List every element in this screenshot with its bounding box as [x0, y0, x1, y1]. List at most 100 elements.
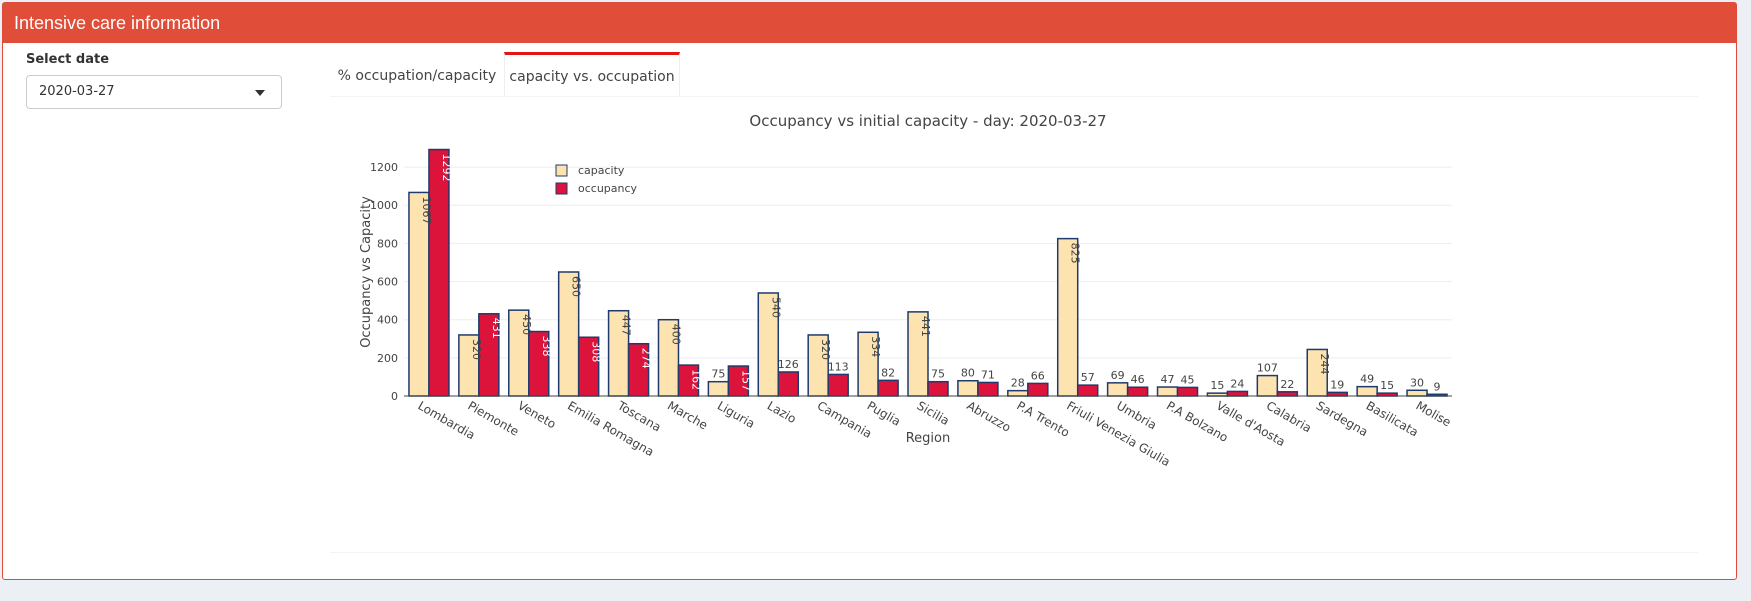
x-axis-title: Region: [906, 431, 951, 446]
x-tick-label: Sardegna: [1314, 398, 1371, 439]
x-tick-label: Molise: [1414, 398, 1454, 429]
bar-capacity: [1156, 386, 1179, 397]
data-label: 274: [640, 348, 653, 369]
data-label: 157: [739, 370, 752, 391]
data-label: 338: [540, 336, 553, 357]
bar-occupancy: [977, 381, 999, 397]
x-tick-label: Basilicata: [1364, 398, 1421, 439]
y-tick-label: 0: [391, 390, 398, 403]
data-label: 46: [1131, 373, 1145, 386]
legend-swatch-occupancy: [555, 182, 568, 195]
bar-occupancy: [1027, 382, 1049, 397]
bar-occupancy: [827, 373, 849, 397]
data-label: 75: [711, 368, 725, 381]
data-label: 80: [961, 367, 975, 380]
bar-capacity: [1106, 382, 1129, 397]
chart-panel: 1067 1292 320 431 450 338 650 308 447 274 400 162 75…: [330, 96, 1698, 553]
data-label: 113: [828, 360, 849, 373]
data-label: 71: [981, 368, 995, 381]
data-label: 75: [931, 368, 945, 381]
data-label: 441: [919, 316, 932, 337]
bar-occupancy: [1226, 390, 1249, 397]
data-label: 162: [689, 369, 702, 390]
data-label: 400: [669, 324, 682, 345]
data-label: 431: [490, 318, 503, 339]
intensive-care-box: Intensive care information: [2, 2, 1737, 580]
data-label: 540: [769, 297, 782, 318]
data-label: 30: [1410, 376, 1424, 389]
bar-capacity: [1256, 374, 1279, 397]
data-label: 450: [520, 314, 533, 335]
data-label: 334: [869, 336, 882, 357]
y-tick-label: 800: [377, 237, 398, 250]
x-tick-label: Marche: [665, 398, 710, 432]
date-label: Select date: [26, 52, 110, 67]
x-tick-label: Puglia: [865, 398, 903, 428]
data-label: 57: [1081, 371, 1095, 384]
data-label: 45: [1181, 373, 1195, 386]
bar-capacity: [1007, 389, 1029, 397]
data-label: 24: [1230, 377, 1244, 390]
x-tick-label: Lazio: [765, 398, 799, 426]
data-label: 320: [819, 339, 832, 360]
data-label: 1292: [440, 154, 453, 182]
bar-capacity: [707, 380, 730, 397]
x-tick-label: P.A Trento: [1014, 398, 1072, 439]
x-tick-label: Emilia Romagna: [565, 398, 656, 459]
y-tick-label: 1200: [370, 161, 398, 174]
caret-down-icon: [255, 90, 265, 96]
legend-swatch-capacity: [555, 164, 568, 177]
x-tick-label: Veneto: [515, 398, 558, 431]
tab-bar: % occupation/capacity capacity vs. occup…: [330, 52, 1698, 97]
bar-occupancy: [1176, 386, 1199, 397]
data-label: 47: [1161, 373, 1175, 386]
bar-occupancy: [428, 148, 450, 397]
data-label: 320: [470, 339, 483, 360]
y-tick-label: 200: [377, 352, 398, 365]
legend: capacity occupancy: [555, 164, 638, 195]
chart-title: Occupancy vs initial capacity - day: 202…: [749, 112, 1106, 130]
data-label: 244: [1318, 353, 1331, 374]
data-label: 22: [1280, 378, 1294, 391]
data-label: 107: [1257, 362, 1278, 375]
bar-occupancy: [1326, 391, 1348, 397]
bar-occupancy: [877, 379, 899, 397]
y-tick-label: 600: [377, 276, 398, 289]
data-label: 15: [1210, 379, 1224, 392]
data-label: 28: [1011, 377, 1025, 390]
bar-occupancy: [1126, 386, 1149, 397]
legend-label-occupancy: occupancy: [578, 182, 638, 195]
data-label: 1067: [420, 196, 433, 224]
bar-capacity: [1356, 385, 1378, 397]
date-select[interactable]: 2020-03-27: [26, 75, 282, 109]
legend-label-capacity: capacity: [578, 164, 625, 177]
data-label: 82: [881, 366, 895, 379]
data-label: 49: [1360, 373, 1374, 386]
x-tick-label: Sicilia: [915, 398, 952, 428]
data-label: 308: [590, 341, 603, 362]
y-tick-label: 400: [377, 314, 398, 327]
tab-occupation-capacity[interactable]: % occupation/capacity: [337, 68, 497, 84]
data-label: 126: [778, 358, 799, 371]
box-title: Intensive care information: [3, 3, 1736, 43]
bar-occupancy: [1276, 391, 1299, 397]
x-tick-label: Liguria: [715, 398, 757, 431]
bar-occupancy: [777, 371, 800, 397]
bar-occupancy: [927, 380, 949, 397]
y-axis-title: Occupancy vs Capacity: [359, 196, 374, 348]
data-label: 650: [570, 276, 583, 297]
bar-capacity: [1406, 389, 1428, 397]
x-tick-label: Campania: [815, 398, 875, 440]
date-select-value: 2020-03-27: [39, 84, 115, 99]
tab-capacity-vs-occupation[interactable]: capacity vs. occupation: [504, 52, 680, 96]
data-label: 9: [1434, 380, 1441, 393]
data-label: 825: [1069, 243, 1082, 264]
data-label: 447: [620, 315, 633, 336]
data-label: 66: [1031, 369, 1045, 382]
bar-capacity: [957, 379, 979, 397]
data-label: 69: [1111, 369, 1125, 382]
y-tick-label: 1000: [370, 199, 398, 212]
data-label: 15: [1380, 379, 1394, 392]
date-sidebar: Select date 2020-03-27: [26, 52, 282, 109]
